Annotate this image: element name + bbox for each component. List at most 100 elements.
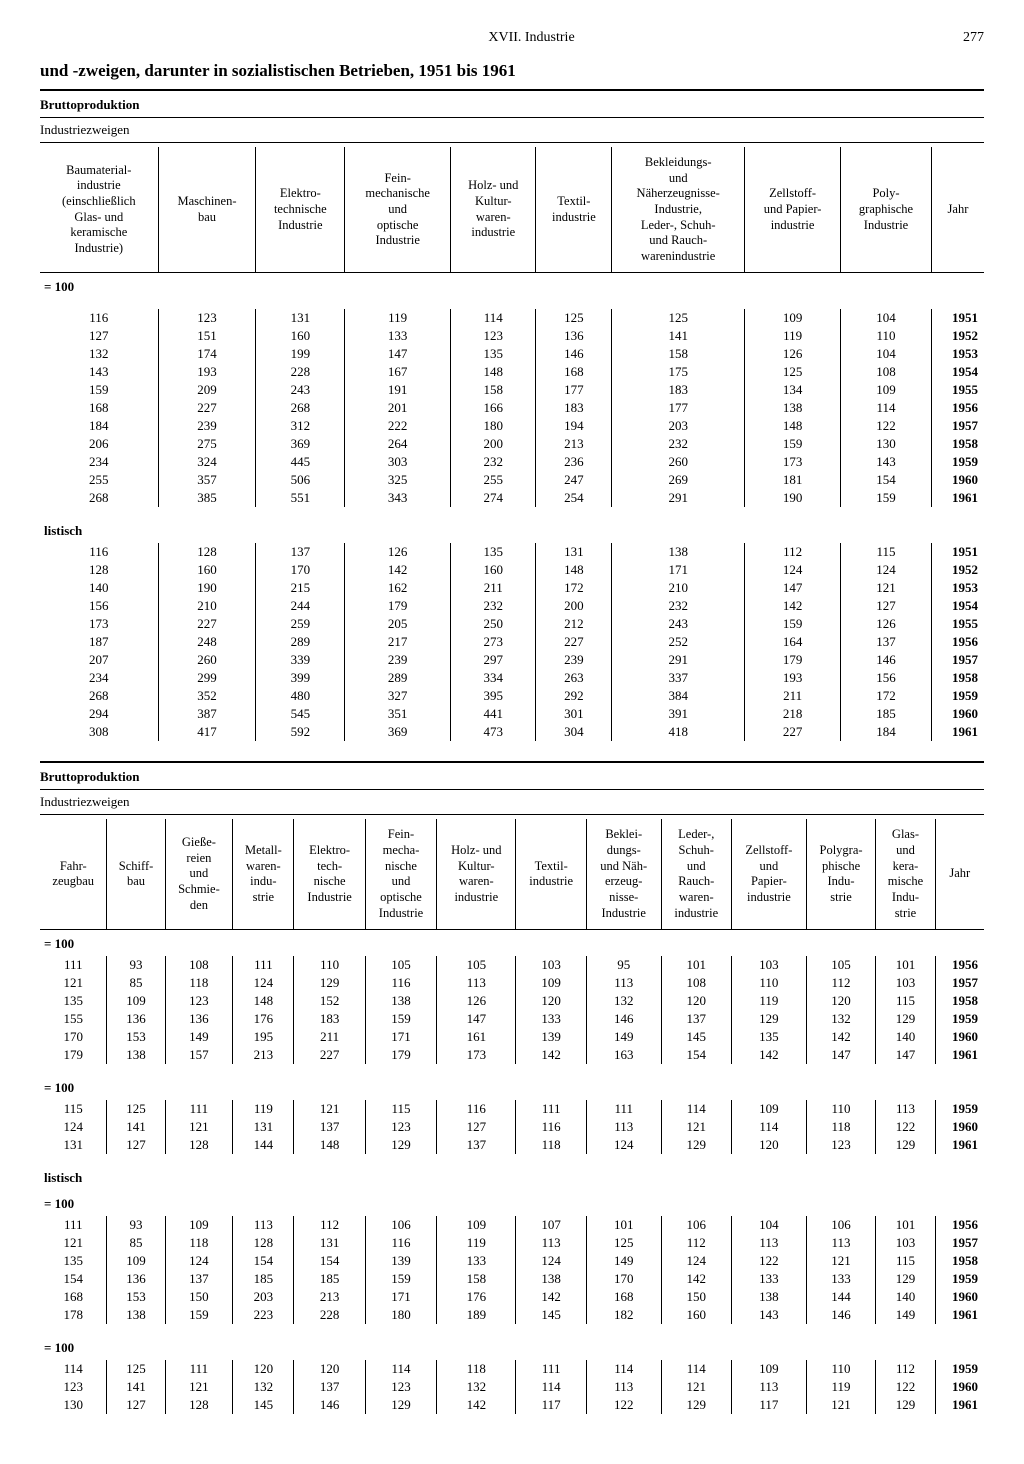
data-cell: 148	[294, 1136, 365, 1154]
year-cell: 1951	[931, 543, 984, 561]
year-cell: 1952	[931, 561, 984, 579]
data-cell: 119	[437, 1234, 516, 1252]
data-cell: 147	[876, 1046, 935, 1064]
data-cell: 334	[451, 669, 536, 687]
data-cell: 120	[233, 1360, 294, 1378]
data-cell: 213	[294, 1288, 365, 1306]
column-header: Polygra-phischeIndu-strie	[806, 819, 876, 929]
data-cell: 135	[451, 543, 536, 561]
data-cell: 154	[233, 1252, 294, 1270]
data-cell: 123	[165, 992, 233, 1010]
data-cell: 184	[841, 723, 932, 741]
data-cell: 121	[40, 1234, 107, 1252]
data-cell: 236	[536, 453, 612, 471]
data-cell: 113	[731, 1234, 806, 1252]
year-cell: 1958	[935, 1252, 984, 1270]
data-cell: 173	[437, 1046, 516, 1064]
data-cell: 205	[345, 615, 451, 633]
data-cell: 146	[586, 1010, 661, 1028]
data-cell: 104	[841, 309, 932, 327]
data-cell: 122	[586, 1396, 661, 1414]
data-cell: 146	[294, 1396, 365, 1414]
data-cell: 159	[40, 381, 158, 399]
year-cell: 1959	[935, 1010, 984, 1028]
page-number: 277	[963, 30, 984, 46]
section-bruttoproduktion-1: Bruttoproduktion	[40, 97, 984, 113]
data-cell: 343	[345, 489, 451, 507]
data-cell: 131	[294, 1234, 365, 1252]
data-cell: 111	[165, 1100, 233, 1118]
data-cell: 122	[731, 1252, 806, 1270]
data-cell: 124	[233, 974, 294, 992]
data-cell: 137	[294, 1378, 365, 1396]
data-cell: 109	[107, 1252, 165, 1270]
data-cell: 239	[536, 651, 612, 669]
group-label: = 100	[40, 1190, 984, 1216]
data-cell: 269	[612, 471, 745, 489]
data-cell: 109	[731, 1100, 806, 1118]
data-cell: 131	[233, 1118, 294, 1136]
data-cell: 190	[158, 579, 256, 597]
data-cell: 122	[876, 1378, 935, 1396]
data-cell: 113	[731, 1378, 806, 1396]
data-cell: 114	[586, 1360, 661, 1378]
section-industriezweigen-2: Industriezweigen	[40, 794, 984, 810]
data-cell: 123	[365, 1378, 436, 1396]
data-cell: 116	[40, 309, 158, 327]
data-cell: 211	[451, 579, 536, 597]
data-cell: 116	[365, 1234, 436, 1252]
data-cell: 199	[256, 345, 345, 363]
data-cell: 385	[158, 489, 256, 507]
year-cell: 1951	[931, 309, 984, 327]
year-cell: 1958	[935, 992, 984, 1010]
data-cell: 122	[876, 1118, 935, 1136]
data-cell: 132	[233, 1378, 294, 1396]
data-cell: 142	[516, 1288, 586, 1306]
data-cell: 185	[841, 705, 932, 723]
data-cell: 145	[661, 1028, 731, 1046]
data-cell: 132	[40, 345, 158, 363]
section-bruttoproduktion-2: Bruttoproduktion	[40, 769, 984, 785]
data-cell: 133	[731, 1270, 806, 1288]
data-cell: 124	[745, 561, 841, 579]
column-header: Leder-,Schuh-undRauch-waren-industrie	[661, 819, 731, 929]
data-cell: 142	[437, 1396, 516, 1414]
data-cell: 211	[745, 687, 841, 705]
data-cell: 109	[516, 974, 586, 992]
data-cell: 146	[806, 1306, 876, 1324]
data-cell: 210	[158, 597, 256, 615]
data-cell: 114	[451, 309, 536, 327]
data-cell: 129	[365, 1136, 436, 1154]
data-cell: 183	[612, 381, 745, 399]
data-cell: 116	[40, 543, 158, 561]
data-cell: 109	[841, 381, 932, 399]
data-cell: 185	[233, 1270, 294, 1288]
data-cell: 255	[451, 471, 536, 489]
year-cell: 1957	[935, 974, 984, 992]
data-cell: 103	[876, 974, 935, 992]
data-cell: 101	[876, 1216, 935, 1234]
data-cell: 160	[451, 561, 536, 579]
data-cell: 115	[40, 1100, 107, 1118]
data-cell: 135	[731, 1028, 806, 1046]
data-cell: 135	[451, 345, 536, 363]
data-cell: 147	[745, 579, 841, 597]
data-cell: 125	[536, 309, 612, 327]
data-cell: 149	[876, 1306, 935, 1324]
data-cell: 339	[256, 651, 345, 669]
data-cell: 114	[516, 1378, 586, 1396]
data-cell: 123	[451, 327, 536, 345]
data-cell: 136	[536, 327, 612, 345]
data-cell: 303	[345, 453, 451, 471]
data-cell: 148	[536, 561, 612, 579]
data-cell: 179	[745, 651, 841, 669]
year-cell: 1960	[931, 705, 984, 723]
data-cell: 113	[437, 974, 516, 992]
data-cell: 126	[345, 543, 451, 561]
data-cell: 138	[745, 399, 841, 417]
data-cell: 101	[586, 1216, 661, 1234]
data-cell: 129	[294, 974, 365, 992]
data-cell: 140	[876, 1288, 935, 1306]
data-cell: 193	[745, 669, 841, 687]
data-cell: 228	[256, 363, 345, 381]
